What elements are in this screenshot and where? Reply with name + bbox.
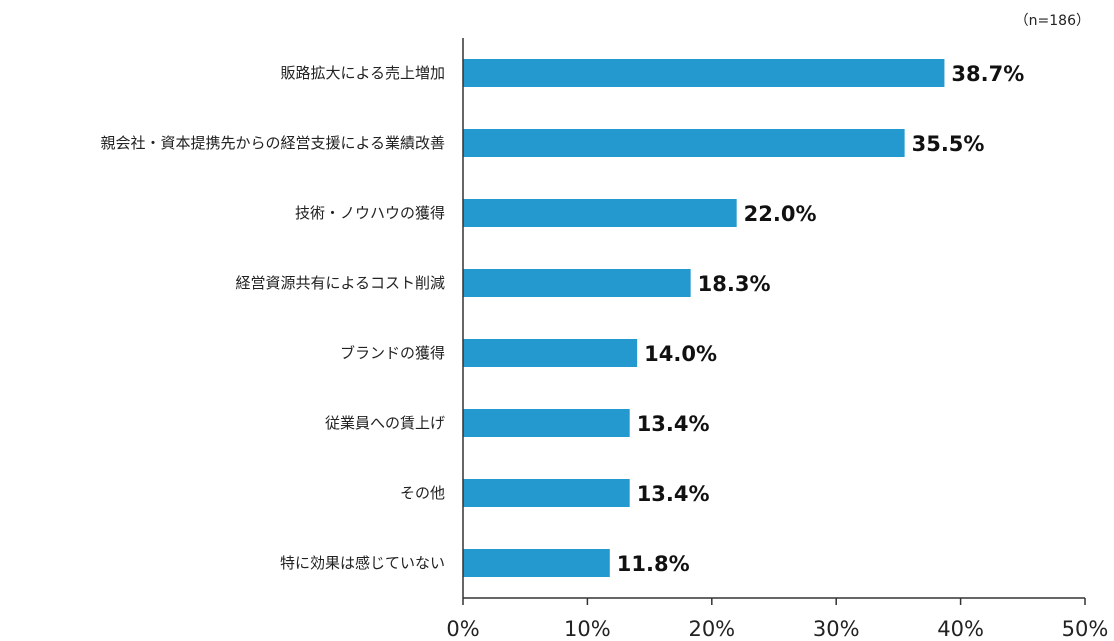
value-label: 13.4% xyxy=(637,482,710,506)
x-tick-label: 50% xyxy=(1062,617,1109,641)
category-label: 従業員への賃上げ xyxy=(325,414,445,432)
x-tick-label: 40% xyxy=(937,617,984,641)
value-label: 14.0% xyxy=(644,342,717,366)
category-label: 販路拡大による売上増加 xyxy=(280,64,445,82)
bar xyxy=(463,129,905,157)
bar xyxy=(463,269,691,297)
bar xyxy=(463,479,630,507)
bar xyxy=(463,339,638,367)
bar xyxy=(463,59,945,87)
category-label: 経営資源共有によるコスト削減 xyxy=(235,274,445,292)
category-label: ブランドの獲得 xyxy=(340,344,445,362)
value-label: 18.3% xyxy=(698,272,771,296)
value-label: 38.7% xyxy=(951,62,1024,86)
category-label: その他 xyxy=(400,484,445,502)
x-tick-label: 10% xyxy=(564,617,611,641)
x-tick-label: 20% xyxy=(688,617,735,641)
value-label: 35.5% xyxy=(912,132,985,156)
sample-size-note: （n=186） xyxy=(1015,13,1090,29)
bar xyxy=(463,199,737,227)
category-label: 親会社・資本提携先からの経営支援による業績改善 xyxy=(100,134,445,152)
value-label: 13.4% xyxy=(637,412,710,436)
bar xyxy=(463,409,630,437)
x-tick-label: 0% xyxy=(446,617,479,641)
category-label: 技術・ノウハウの獲得 xyxy=(295,204,445,222)
x-tick-label: 30% xyxy=(813,617,860,641)
category-label: 特に効果は感じていない xyxy=(280,554,445,572)
value-label: 11.8% xyxy=(617,552,690,576)
bar xyxy=(463,549,610,577)
value-label: 22.0% xyxy=(744,202,817,226)
